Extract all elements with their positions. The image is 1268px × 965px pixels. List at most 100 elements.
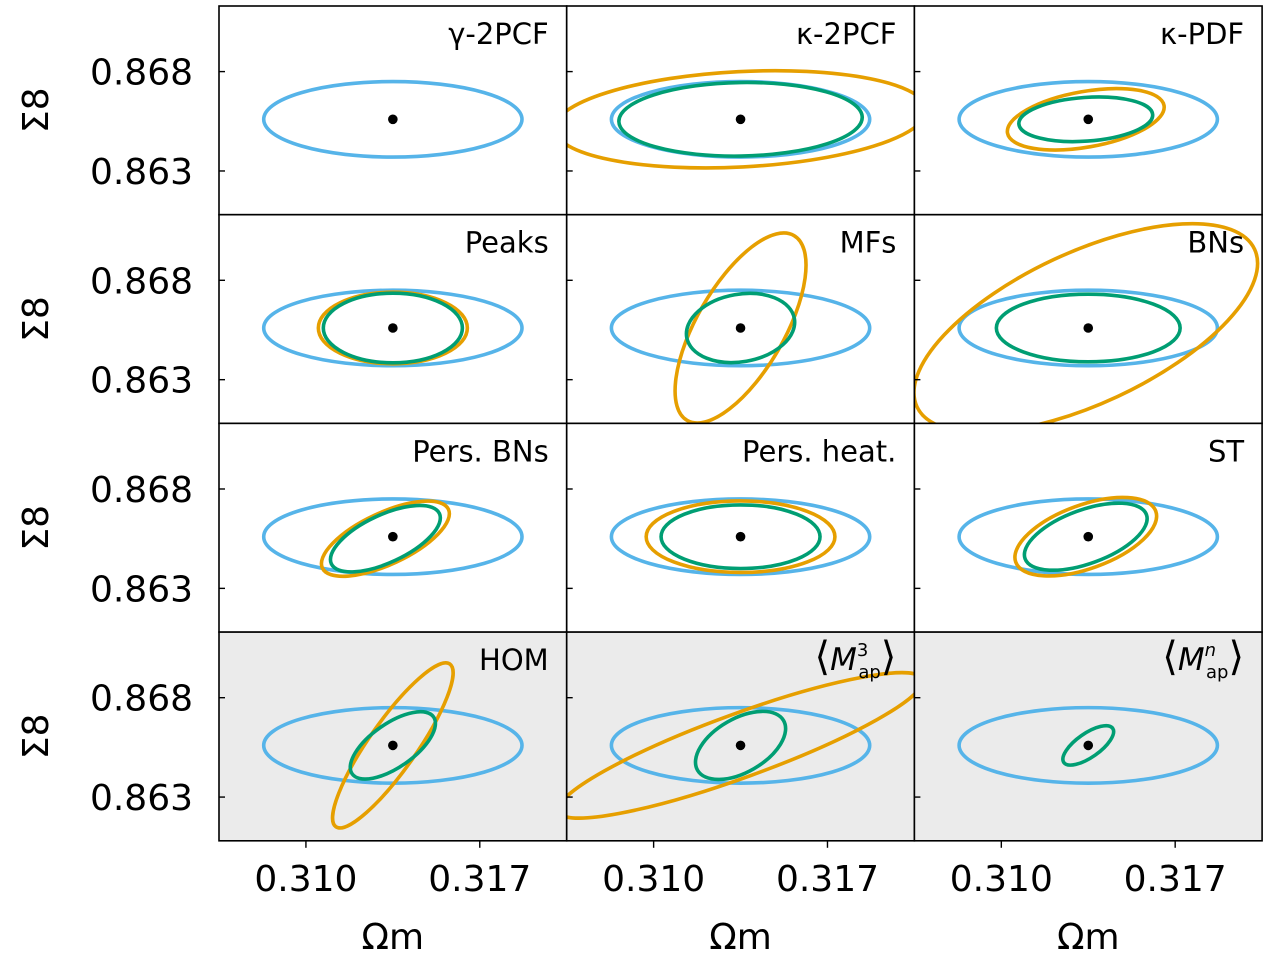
fiducial-point [388, 114, 398, 125]
panel-label: Pers. BNs [412, 434, 548, 468]
panel-contours [261, 288, 524, 368]
contour-single [644, 499, 837, 575]
contour-combined [1022, 501, 1149, 573]
contour-combined [617, 80, 865, 158]
y-tick-label: 0.868 [90, 679, 193, 720]
panel-contours [566, 670, 915, 820]
contour-single [566, 68, 915, 170]
contour-combined [348, 709, 438, 781]
panel-contours [957, 495, 1220, 578]
panel: κ-PDF [913, 5, 1263, 216]
contour-reference [261, 79, 524, 159]
panel-label: κ-PDF [1160, 17, 1244, 51]
panel-background [914, 214, 1263, 424]
contour-reference [609, 288, 872, 368]
contour-reference [957, 79, 1220, 159]
contour-reference [609, 705, 872, 785]
contour-combined [693, 709, 788, 782]
panel-contours [914, 221, 1260, 424]
y-axis-label: Σ8 [16, 296, 57, 342]
panel-label: Peaks [465, 226, 549, 260]
panel-contours [261, 497, 524, 579]
panel-contours [957, 705, 1220, 785]
contour-reference [957, 705, 1220, 785]
contour-combined [328, 503, 443, 574]
panel: κ-2PCF [565, 5, 916, 216]
y-tick-label: 0.868 [90, 470, 193, 511]
contour-single [914, 221, 1260, 424]
panel-label: MFs [840, 226, 897, 260]
panel-frame [913, 631, 1263, 842]
y-axis-label: Σ8 [16, 505, 57, 551]
panel-grid: γ-2PCF κ-2PCF κ-PDF Peaks MFs BNs Pers. BNs Per… [218, 5, 1263, 848]
panel-contours [566, 68, 915, 170]
x-tick-label: 0.310 [950, 859, 1053, 900]
panel-label: ⟨M3 ap⟩ [815, 634, 897, 683]
panel-background [566, 632, 915, 841]
contour-combined [1061, 723, 1116, 767]
fiducial-point [1083, 740, 1094, 751]
contour-reference [609, 497, 872, 577]
x-tick-label: 0.317 [428, 859, 531, 900]
x-tick-label: 0.310 [602, 859, 705, 900]
contour-reference [261, 497, 524, 577]
fiducial-point [1083, 323, 1094, 333]
panel-background [914, 6, 1263, 215]
panel: HOM [218, 631, 568, 848]
contour-combined [659, 503, 822, 571]
contour-combined [994, 292, 1182, 364]
panel: BNs [913, 213, 1263, 425]
y-tick-label: 0.863 [90, 569, 193, 610]
fiducial-point [388, 531, 398, 542]
y-tick-label: 0.863 [90, 152, 193, 193]
panel-label: κ-2PCF [796, 17, 896, 51]
y-axis-label: Σ8 [16, 714, 57, 760]
x-axis-label: Ωm [1057, 917, 1120, 958]
panel-background [914, 423, 1263, 633]
contour-reference [261, 288, 524, 368]
panel: MFs [565, 213, 916, 425]
panel-label: γ-2PCF [448, 17, 549, 51]
fiducial-point [388, 740, 398, 751]
y-tick-label: 0.868 [90, 53, 193, 94]
panel-contours [609, 231, 872, 424]
panel: ST [913, 422, 1263, 633]
panel: ⟨M3 ap⟩ [565, 631, 916, 848]
panel-contours [261, 661, 524, 830]
panel-background [566, 214, 915, 424]
contour-combined [684, 291, 797, 365]
panel: γ-2PCF [218, 5, 568, 216]
panel: Pers. BNs [218, 422, 568, 633]
panel-label: ⟨Mn ap⟩ [1162, 634, 1244, 683]
x-axis-label: Ωm [709, 917, 772, 958]
contour-single [1005, 86, 1166, 152]
x-tick-label: 0.317 [1124, 859, 1227, 900]
panel-background [219, 632, 567, 841]
panel-background [566, 423, 915, 633]
fiducial-point [735, 531, 746, 542]
contour-single [319, 499, 452, 579]
fiducial-point [735, 740, 746, 751]
fiducial-point [388, 323, 398, 333]
panel-background [219, 423, 567, 633]
panel: Pers. heat. [565, 422, 916, 633]
panel-background [219, 6, 567, 215]
panel-contours [261, 79, 524, 159]
contour-combined [321, 291, 465, 365]
panel: ⟨Mn ap⟩ [913, 631, 1263, 848]
x-tick-label: 0.310 [254, 859, 357, 900]
x-tick-label: 0.317 [776, 859, 879, 900]
y-tick-label: 0.863 [90, 778, 193, 819]
contour-single [566, 670, 915, 820]
fiducial-point [1083, 531, 1094, 542]
panel-label: ST [1208, 434, 1244, 468]
panel-background [914, 632, 1263, 841]
fiducial-point [735, 323, 746, 333]
panel-contours [957, 79, 1220, 159]
panel-label: BNs [1187, 226, 1244, 260]
x-axis-label: Ωm [362, 917, 425, 958]
y-tick-label: 0.863 [90, 361, 193, 402]
panel-label: Pers. heat. [742, 434, 896, 468]
contour-reference [957, 288, 1220, 368]
